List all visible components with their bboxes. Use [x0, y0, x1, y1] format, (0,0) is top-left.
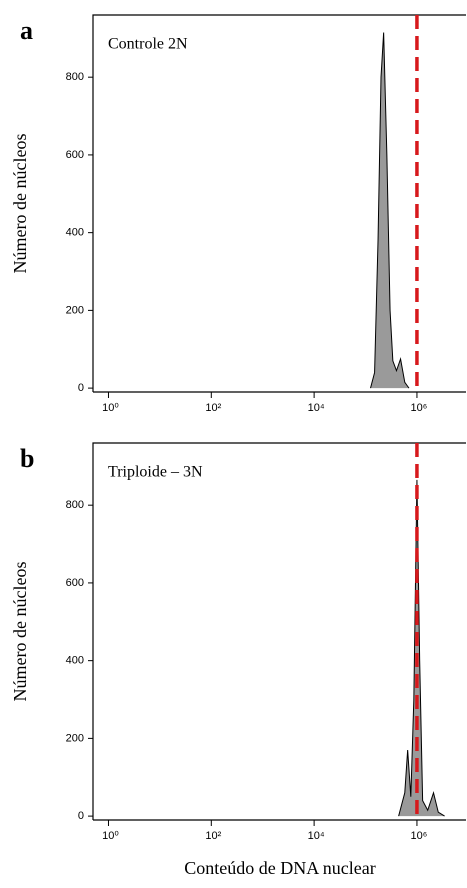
y-tick-label: 0 — [78, 382, 84, 394]
annotation: Triploide – 3N — [108, 464, 203, 481]
x-tick-label: 10² — [205, 830, 221, 842]
x-tick-label: 10⁴ — [308, 830, 325, 842]
x-tick-label: 10⁴ — [308, 402, 325, 414]
y-tick-label: 600 — [66, 149, 84, 161]
y-tick-label: 600 — [66, 577, 84, 589]
y-tick-label: 200 — [66, 304, 84, 316]
y-axis-label: Número de núcleos — [10, 134, 30, 274]
y-tick-label: 200 — [66, 732, 84, 744]
y-tick-label: 400 — [66, 655, 84, 667]
x-tick-label: 10⁰ — [102, 402, 119, 414]
histogram-area — [398, 479, 445, 817]
y-tick-label: 400 — [66, 227, 84, 239]
histogram-area — [370, 32, 410, 389]
y-tick-label: 0 — [78, 810, 84, 822]
axes-frame — [92, 442, 466, 821]
x-tick-label: 10⁶ — [411, 402, 428, 414]
x-tick-label: 10⁶ — [411, 830, 428, 842]
y-tick-label: 800 — [66, 499, 84, 511]
x-tick-label: 10² — [205, 402, 221, 414]
x-axis-label: Conteúdo de DNA nuclear — [184, 858, 375, 878]
y-tick-label: 800 — [66, 71, 84, 83]
panel-label: a — [20, 16, 33, 45]
annotation: Controle 2N — [108, 36, 188, 53]
x-tick-label: 10⁰ — [102, 830, 119, 842]
panel-label: b — [20, 444, 34, 473]
y-axis-label: Número de núcleos — [10, 562, 30, 702]
axes-frame — [92, 14, 466, 393]
